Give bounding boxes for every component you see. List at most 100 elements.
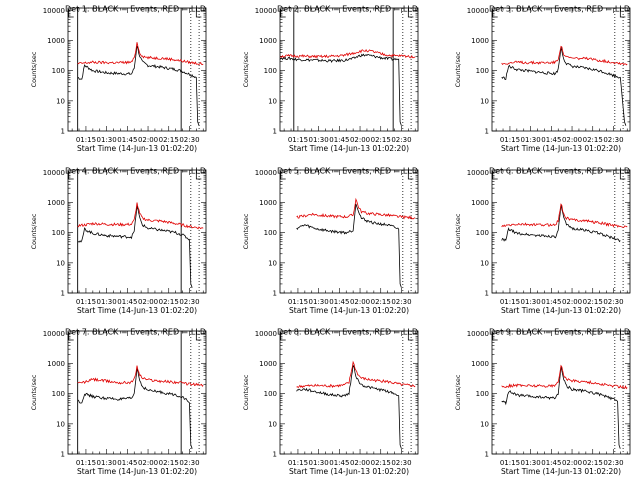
y-tick-label: 1000 [259, 360, 277, 368]
flag-bracket [619, 9, 626, 18]
x-axis-label: Start Time (14-Jun-13 01:02:20) [77, 306, 197, 315]
x-tick-label: 02:15 [159, 136, 179, 144]
x-tick-label: 02:15 [583, 136, 603, 144]
y-tick-label: 1000 [47, 199, 65, 207]
y-tick-label: 10000 [467, 330, 489, 338]
flag-bracket [195, 171, 202, 180]
events-series-line [501, 46, 627, 126]
x-tick-label: 02:00 [562, 298, 582, 306]
plot-frame [67, 7, 207, 132]
x-tick-label: 01:15 [288, 459, 308, 467]
plot-frame [279, 7, 419, 132]
x-tick-label: 02:00 [350, 459, 370, 467]
y-tick-label: 10000 [43, 7, 65, 15]
x-tick-label: 01:45 [329, 459, 349, 467]
lld-series-line [77, 42, 204, 66]
y-axis-label: Counts/sec [454, 374, 462, 410]
panel-title: Det 9: BLACK = Events, RED = LLD [489, 328, 630, 337]
y-tick-label: 1000 [47, 360, 65, 368]
events-series-line [296, 364, 402, 449]
x-tick-label: 01:15 [500, 459, 520, 467]
y-tick-label: 10000 [255, 7, 277, 15]
y-tick-label: 10000 [255, 330, 277, 338]
x-axis-label: Start Time (14-Jun-13 01:02:20) [77, 467, 197, 476]
y-axis-label: Counts/sec [242, 374, 250, 410]
flag-bracket [407, 332, 414, 341]
flag-bracket [280, 9, 286, 18]
events-series-line [279, 53, 402, 126]
y-tick-label: 100 [264, 229, 277, 237]
x-tick-label: 02:00 [350, 136, 370, 144]
panel-title: Det 7: BLACK = Events, RED = LLD [65, 328, 206, 337]
x-tick-label: 02:30 [179, 136, 199, 144]
flag-bracket [195, 9, 202, 18]
x-tick-label: 02:15 [371, 459, 391, 467]
x-tick-label: 02:30 [391, 298, 411, 306]
x-axis-label: Start Time (14-Jun-13 01:02:20) [289, 467, 409, 476]
flag-bracket [195, 332, 202, 341]
x-tick-label: 01:45 [541, 136, 561, 144]
x-tick-label: 01:15 [76, 459, 96, 467]
y-tick-label: 10000 [255, 169, 277, 177]
y-tick-label: 10 [56, 97, 65, 105]
x-tick-label: 01:30 [309, 136, 329, 144]
y-tick-label: 10 [56, 420, 65, 428]
y-tick-label: 100 [52, 390, 65, 398]
y-tick-label: 10000 [43, 330, 65, 338]
y-axis-label: Counts/sec [242, 213, 250, 249]
y-tick-label: 10000 [467, 7, 489, 15]
panel-title: Det 3: BLACK = Events, RED = LLD [489, 5, 630, 14]
x-tick-label: 01:15 [76, 136, 96, 144]
y-tick-label: 1 [61, 451, 65, 459]
x-tick-label: 01:15 [500, 298, 520, 306]
lld-series-line [501, 45, 628, 66]
detector-panel-3: Det 3: BLACK = Events, RED = LLD 1 10 100 10… [454, 5, 631, 153]
x-tick-label: 01:30 [309, 459, 329, 467]
lld-series-line [296, 197, 416, 220]
y-tick-label: 1 [61, 290, 65, 298]
plot-frame [491, 330, 631, 455]
x-tick-label: 02:15 [583, 459, 603, 467]
y-tick-label: 100 [264, 67, 277, 75]
x-tick-label: 02:30 [603, 459, 623, 467]
y-axis-label: Counts/sec [242, 51, 250, 87]
x-tick-label: 02:30 [179, 459, 199, 467]
x-axis-label: Start Time (14-Jun-13 01:02:20) [289, 144, 409, 153]
y-tick-label: 1000 [471, 360, 489, 368]
detector-panel-1: Det 1: BLACK = Events, RED = LLD 1 10 100 10… [30, 5, 207, 153]
flag-bracket [280, 332, 286, 341]
events-series-line [296, 203, 402, 288]
y-tick-label: 100 [264, 390, 277, 398]
y-tick-label: 10 [268, 259, 277, 267]
x-tick-label: 02:00 [138, 459, 158, 467]
x-tick-label: 01:45 [541, 298, 561, 306]
y-axis-label: Counts/sec [454, 213, 462, 249]
x-tick-label: 02:30 [603, 298, 623, 306]
x-tick-label: 02:15 [371, 298, 391, 306]
flag-bracket [492, 332, 498, 341]
x-tick-label: 01:15 [76, 298, 96, 306]
y-tick-label: 1 [273, 451, 277, 459]
detector-panel-4: Det 4: BLACK = Events, RED = LLD 1 10 100 10… [30, 167, 207, 315]
lld-series-line [77, 365, 204, 387]
lld-series-line [77, 202, 204, 230]
x-tick-label: 02:30 [391, 136, 411, 144]
x-tick-label: 01:15 [288, 136, 308, 144]
y-tick-label: 1000 [471, 199, 489, 207]
panel-title: Det 1: BLACK = Events, RED = LLD [65, 5, 206, 14]
detector-panel-2: Det 2: BLACK = Events, RED = LLD 1 10 100 10… [242, 5, 419, 153]
y-tick-label: 1000 [259, 37, 277, 45]
x-tick-label: 01:45 [329, 298, 349, 306]
flag-bracket [280, 171, 286, 180]
x-tick-label: 01:30 [309, 298, 329, 306]
y-tick-label: 10 [480, 420, 489, 428]
detector-panel-8: Det 8: BLACK = Events, RED = LLD 1 10 100 10… [242, 328, 419, 476]
plot-frame [279, 169, 419, 294]
lld-series-line [501, 203, 628, 228]
x-tick-label: 01:45 [117, 459, 137, 467]
plot-frame [279, 330, 419, 455]
y-tick-label: 10 [56, 259, 65, 267]
flag-bracket [68, 332, 74, 341]
x-axis-label: Start Time (14-Jun-13 01:02:20) [501, 467, 621, 476]
